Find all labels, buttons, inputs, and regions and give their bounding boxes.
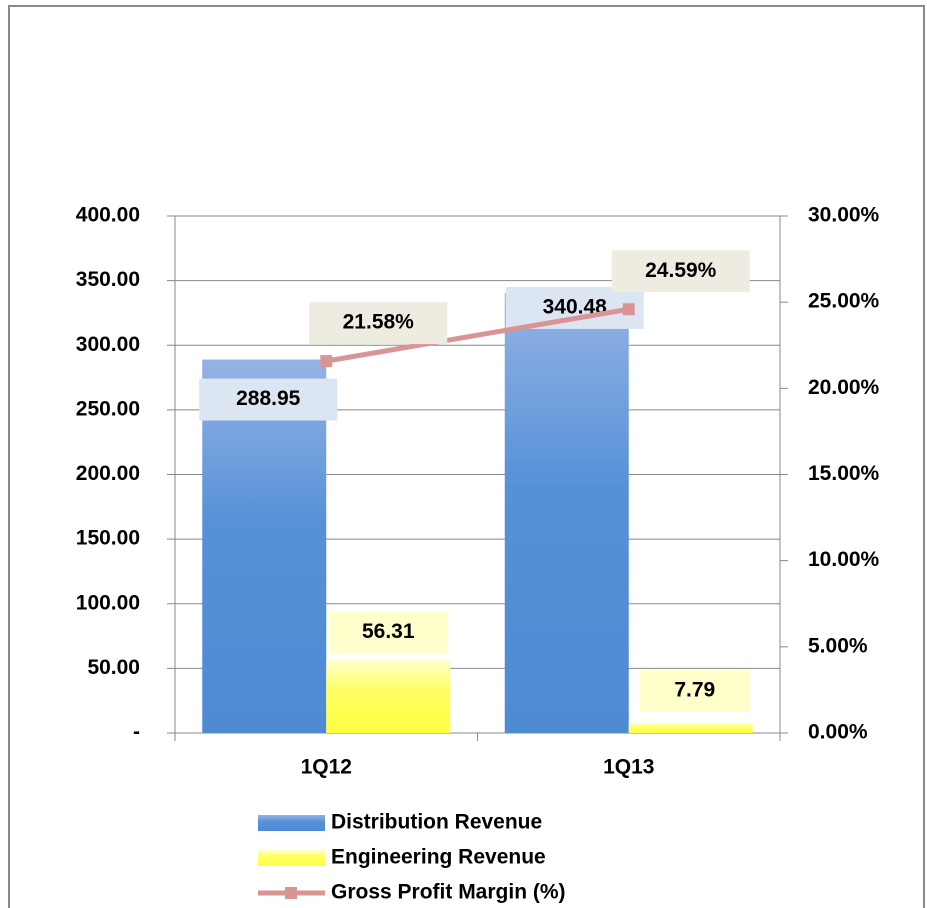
y2-tick-label: 30.00% [808, 204, 880, 227]
y-tick-label: 250.00 [76, 397, 140, 420]
frame [8, 5, 925, 908]
y2-tick-label: 20.00% [808, 376, 880, 399]
line [325, 306, 630, 364]
y2-tick-label: 5.00% [808, 634, 868, 657]
bar [628, 722, 753, 733]
data-label: 340.48 [543, 295, 608, 318]
legend-label: Distribution Revenue [331, 811, 542, 834]
data-label: 56.31 [362, 620, 415, 643]
data-label-box [199, 378, 338, 421]
line-marker [320, 355, 333, 368]
bar [326, 660, 451, 733]
bar [504, 292, 629, 733]
data-label-box [639, 669, 750, 712]
legend-label: Gross Profit Margin (%) [331, 881, 566, 904]
y-tick-label: 100.00 [76, 591, 140, 614]
bar [202, 359, 327, 733]
x-tick-label: 1Q12 [301, 756, 352, 779]
y-tick-label: 50.00 [87, 656, 140, 679]
y-tick-label: 200.00 [76, 462, 140, 485]
legend-swatch [258, 850, 325, 866]
data-label-box [505, 286, 644, 329]
y2-tick-label: 10.00% [808, 548, 880, 571]
x-tick-label: 1Q13 [603, 756, 654, 779]
y2-tick-label: 25.00% [808, 290, 880, 313]
data-label: 21.58% [343, 311, 415, 334]
data-label: 288.95 [236, 387, 301, 410]
y-tick-label: 150.00 [76, 527, 140, 550]
legend-swatch [258, 815, 325, 831]
data-label: 7.79 [674, 678, 715, 701]
data-label: 24.59% [645, 259, 717, 282]
line-marker [622, 303, 635, 316]
data-label-box [309, 302, 448, 345]
y-tick-label: 400.00 [76, 204, 140, 227]
legend-label: Engineering Revenue [331, 846, 546, 869]
y-tick-label: 350.00 [76, 268, 140, 291]
data-label-box [611, 250, 750, 293]
y-tick-label: - [133, 721, 140, 744]
data-label-box [329, 611, 448, 654]
y-tick-label: 300.00 [76, 333, 140, 356]
y2-tick-label: 0.00% [808, 721, 868, 744]
y2-tick-label: 15.00% [808, 462, 880, 485]
legend-swatch-marker [285, 887, 297, 899]
